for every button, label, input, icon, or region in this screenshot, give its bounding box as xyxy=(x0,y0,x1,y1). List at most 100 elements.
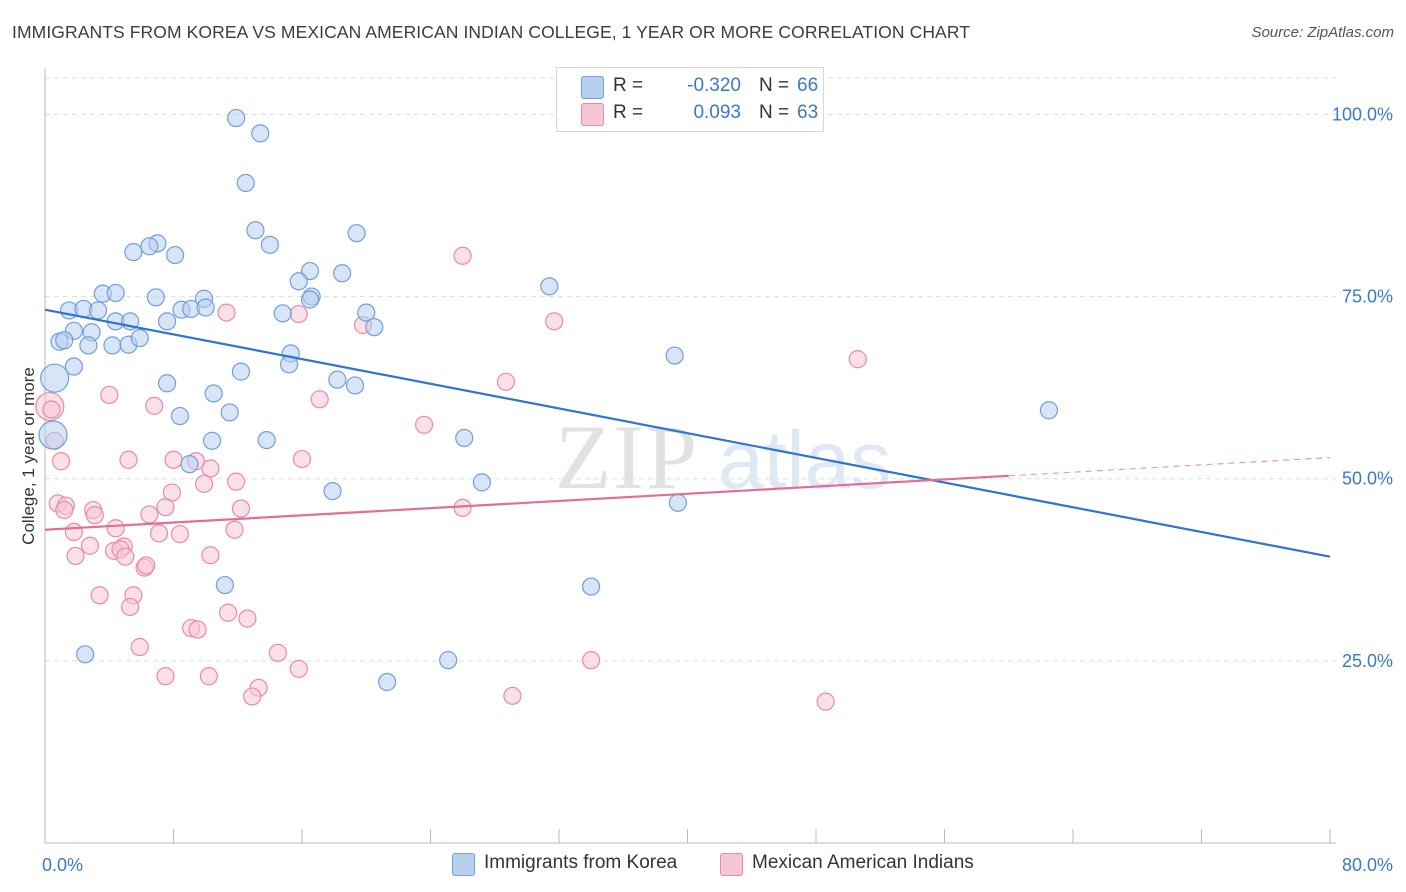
pink-point xyxy=(201,459,220,478)
legend-swatch-pink xyxy=(581,103,604,126)
pink-point xyxy=(225,520,244,539)
blue-point xyxy=(220,403,239,422)
pink-point xyxy=(217,303,236,322)
blue-point xyxy=(55,331,74,350)
pink-point xyxy=(453,246,472,265)
pink-point xyxy=(80,536,100,555)
trend-lines xyxy=(44,308,1331,558)
blue-point xyxy=(365,318,384,337)
pink-point xyxy=(130,637,149,657)
blue-point xyxy=(1039,401,1059,420)
blue-point xyxy=(40,363,70,393)
blue-point xyxy=(668,493,687,512)
blue-point xyxy=(582,577,601,596)
pink-point xyxy=(156,667,175,686)
blue-point xyxy=(196,298,215,317)
pink-point xyxy=(201,546,220,565)
blue-point xyxy=(540,277,559,296)
blue-point xyxy=(202,431,222,450)
pink-point xyxy=(219,603,238,622)
pink-point xyxy=(268,643,288,662)
legend-r-label: R = xyxy=(613,75,644,96)
blue-point xyxy=(439,651,458,670)
pink-point xyxy=(100,385,119,405)
blue-point xyxy=(665,346,684,365)
y-axis-label: College, 1 year or more xyxy=(19,367,38,545)
blue-point xyxy=(273,304,292,323)
pink-point xyxy=(51,452,71,471)
watermark-atlas: atlas xyxy=(718,415,891,506)
legend-r-value: -0.320 xyxy=(687,75,741,96)
pink-point xyxy=(310,390,329,409)
y-tick-label: 25.0% xyxy=(1342,651,1393,671)
blue-point xyxy=(204,384,223,403)
pink-point xyxy=(140,505,159,524)
blue-series-points xyxy=(38,108,1059,692)
pink-point xyxy=(199,667,218,686)
bottom-legend-label: Mexican American Indians xyxy=(752,852,974,873)
blue-point xyxy=(347,224,366,243)
blue-point xyxy=(79,336,98,355)
blue-point xyxy=(76,645,95,664)
axes xyxy=(44,68,1336,844)
pink-point xyxy=(238,609,257,628)
pink-point xyxy=(289,304,308,324)
pink-point xyxy=(156,498,175,517)
trend-line-pink-dashed xyxy=(1008,456,1331,477)
pink-point xyxy=(116,547,135,566)
blue-point xyxy=(246,221,265,240)
pink-point xyxy=(453,498,472,517)
blue-point xyxy=(146,288,165,307)
blue-point xyxy=(64,357,84,376)
y-tick-label: 75.0% xyxy=(1342,287,1393,307)
blue-point xyxy=(345,376,365,395)
pink-point xyxy=(292,449,312,469)
blue-point xyxy=(180,455,199,474)
pink-point xyxy=(106,519,125,538)
pink-point xyxy=(289,659,308,678)
blue-point xyxy=(106,283,125,303)
legend-r-value: 0.093 xyxy=(693,102,741,123)
chart-title: IMMIGRANTS FROM KOREA VS MEXICAN AMERICA… xyxy=(12,22,971,42)
legend-n-label: N = xyxy=(759,75,790,96)
blue-point xyxy=(472,473,491,492)
blue-point xyxy=(130,329,149,348)
pink-point xyxy=(121,597,140,617)
blue-point xyxy=(88,301,108,320)
x-tick-label: 80.0% xyxy=(1342,855,1393,875)
blue-point xyxy=(251,124,270,143)
blue-point xyxy=(157,374,177,393)
x-tick-label: 0.0% xyxy=(42,855,83,875)
legend-swatch-blue xyxy=(581,76,604,99)
blue-point xyxy=(300,290,320,309)
bottom-legend-swatch-blue xyxy=(452,853,475,876)
pink-point xyxy=(170,524,190,544)
y-tick-label: 100.0% xyxy=(1332,104,1393,124)
blue-point xyxy=(170,406,190,426)
pink-point xyxy=(496,372,516,391)
pink-point xyxy=(149,524,169,543)
legend-n-label: N = xyxy=(759,102,790,123)
pink-point xyxy=(85,506,104,525)
blue-point xyxy=(236,173,255,193)
bottom-legend-label: Immigrants from Korea xyxy=(484,852,678,873)
blue-point xyxy=(257,431,276,450)
pink-point xyxy=(42,400,61,419)
blue-point xyxy=(140,237,159,256)
pink-point xyxy=(188,620,207,639)
pink-point xyxy=(145,396,164,415)
pink-point xyxy=(582,651,601,670)
legend-n-value: 63 xyxy=(797,102,819,123)
blue-point xyxy=(455,428,474,448)
pink-point xyxy=(64,522,84,542)
pink-point xyxy=(545,312,564,331)
legend-n-value: 66 xyxy=(797,75,819,96)
watermark-zip: ZIP xyxy=(555,406,699,508)
blue-point xyxy=(124,243,143,262)
pink-point xyxy=(194,474,214,493)
blue-point xyxy=(378,672,397,692)
blue-point xyxy=(300,261,320,281)
pink-point xyxy=(164,450,183,469)
blue-point xyxy=(323,482,342,501)
blue-point xyxy=(357,303,376,322)
